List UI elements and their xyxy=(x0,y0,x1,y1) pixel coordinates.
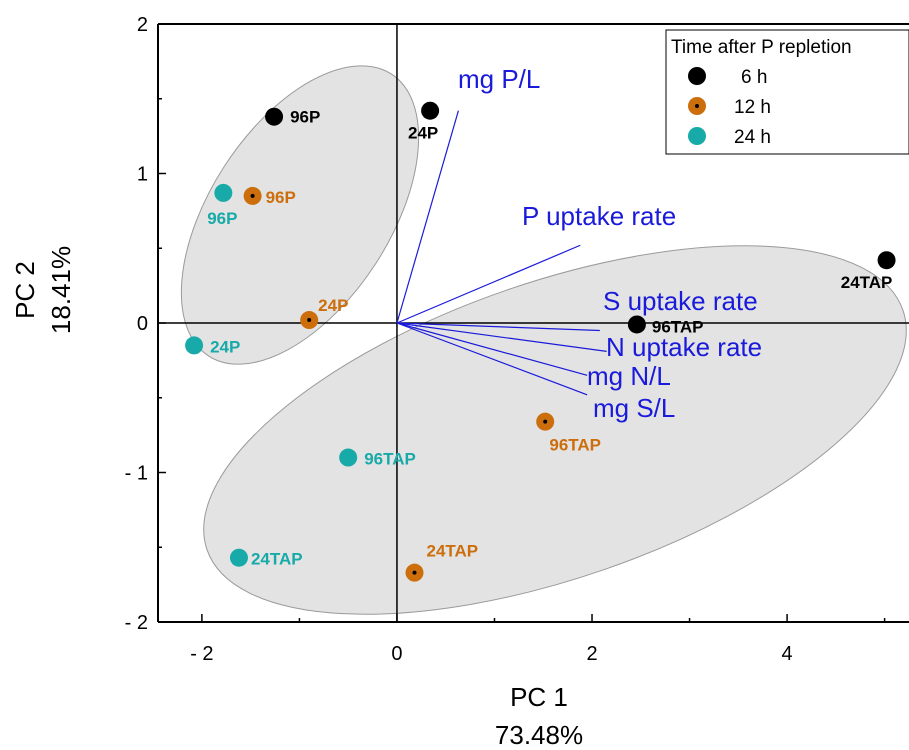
data-point xyxy=(229,548,248,567)
loading-vector xyxy=(396,322,588,376)
data-point xyxy=(185,336,204,355)
data-point-label: 24P xyxy=(210,337,240,356)
x-tick-label: 0 xyxy=(391,643,402,665)
data-point-center xyxy=(428,108,433,113)
data-point-label: 96TAP xyxy=(549,436,601,455)
cluster-ellipse-tap xyxy=(203,245,907,615)
data-point-center xyxy=(272,114,277,119)
x-axis-subtitle: 73.48% xyxy=(495,720,583,750)
cluster-ellipses xyxy=(180,65,907,615)
loading-vector xyxy=(396,244,581,324)
axis-tick-labels: - 2 0 2 4 2 1 0 - 1 - 2 xyxy=(125,14,793,665)
data-point xyxy=(214,183,233,202)
y-tick-label: 2 xyxy=(137,14,148,36)
loading-vector-label: mg P/L xyxy=(458,64,540,94)
loading-vector xyxy=(396,322,607,352)
loading-vector-label: mg N/L xyxy=(587,361,671,391)
legend-entry-label: 24 h xyxy=(734,127,771,148)
point-labels: 96P 24P 96TAP 24TAP 96P 24P 96TAP 24TAP 96P 24P 96… xyxy=(207,108,892,569)
loading-vector-label: P uptake rate xyxy=(522,201,676,231)
axis-ticks xyxy=(158,23,886,623)
cluster-ellipse-p xyxy=(180,65,420,365)
y-tick-label: - 2 xyxy=(125,612,148,634)
loading-vector xyxy=(396,322,588,396)
y-axis-subtitle: 18.41% xyxy=(46,246,76,334)
legend-marker-center xyxy=(695,104,699,108)
data-point-label: 24TAP xyxy=(841,273,893,292)
x-tick-label: 2 xyxy=(586,643,597,665)
y-tick-label: 0 xyxy=(137,313,148,335)
x-axis-title: PC 1 xyxy=(510,682,568,712)
data-point-label: 24P xyxy=(408,124,438,143)
y-tick-label: - 1 xyxy=(125,463,148,485)
loading-vectors: mg P/L P uptake rate S uptake rate N uptake… xyxy=(396,64,762,423)
data-point-label: 96P xyxy=(290,108,320,127)
data-point-label: 24P xyxy=(318,296,348,315)
loading-vector-label: mg S/L xyxy=(593,393,675,423)
data-point-center xyxy=(884,258,889,263)
loading-vector-label: S uptake rate xyxy=(603,286,758,316)
data-point-center xyxy=(543,419,548,424)
axis-titles: PC 1 73.48% PC 2 18.41% xyxy=(10,246,583,750)
data-point-center xyxy=(634,322,639,327)
y-tick-label: 1 xyxy=(137,164,148,186)
data-point-center xyxy=(250,193,255,198)
data-point xyxy=(339,448,358,467)
y-axis-title: PC 2 xyxy=(10,261,40,319)
score-points xyxy=(185,101,896,582)
data-point-label: 96P xyxy=(207,209,237,228)
x-tick-label: - 2 xyxy=(190,643,213,665)
loading-vector-label: N uptake rate xyxy=(606,332,762,362)
legend-box xyxy=(665,29,909,155)
data-point-center xyxy=(412,570,417,575)
loading-vector xyxy=(396,110,459,324)
legend: Time after P repletion 6 h 12 h 24 h xyxy=(665,29,909,155)
legend-title: Time after P repletion xyxy=(671,37,852,58)
data-point-label: 96TAP xyxy=(364,450,416,469)
data-point-label: 96P xyxy=(266,188,296,207)
legend-marker-center xyxy=(695,74,699,78)
data-point-center xyxy=(307,318,312,323)
legend-marker xyxy=(688,127,706,145)
legend-entry-label: 6 h xyxy=(741,67,767,88)
data-point-label: 24TAP xyxy=(251,550,303,569)
legend-entry-label: 12 h xyxy=(734,97,771,118)
x-tick-label: 4 xyxy=(782,643,793,665)
loading-vector xyxy=(396,322,600,332)
data-point-label: 24TAP xyxy=(427,542,479,561)
data-point-label: 96TAP xyxy=(652,317,704,336)
